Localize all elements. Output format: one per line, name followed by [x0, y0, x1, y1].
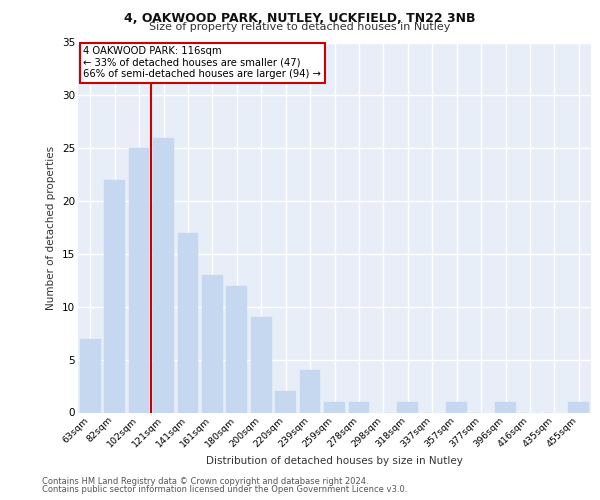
Bar — [80, 338, 101, 412]
Bar — [178, 233, 199, 412]
Bar — [251, 318, 272, 412]
Text: Contains HM Land Registry data © Crown copyright and database right 2024.: Contains HM Land Registry data © Crown c… — [42, 477, 368, 486]
Bar — [324, 402, 345, 412]
Bar — [299, 370, 320, 412]
Text: 4, OAKWOOD PARK, NUTLEY, UCKFIELD, TN22 3NB: 4, OAKWOOD PARK, NUTLEY, UCKFIELD, TN22 … — [124, 12, 476, 26]
Bar — [202, 275, 223, 412]
Text: Contains public sector information licensed under the Open Government Licence v3: Contains public sector information licen… — [42, 485, 407, 494]
Bar — [153, 138, 174, 412]
Text: 4 OAKWOOD PARK: 116sqm
← 33% of detached houses are smaller (47)
66% of semi-det: 4 OAKWOOD PARK: 116sqm ← 33% of detached… — [83, 46, 321, 80]
Y-axis label: Number of detached properties: Number of detached properties — [46, 146, 56, 310]
Bar — [275, 392, 296, 412]
Bar — [128, 148, 149, 412]
Bar — [568, 402, 589, 412]
Text: Size of property relative to detached houses in Nutley: Size of property relative to detached ho… — [149, 22, 451, 32]
Bar — [495, 402, 516, 412]
Bar — [446, 402, 467, 412]
Bar — [226, 286, 247, 412]
X-axis label: Distribution of detached houses by size in Nutley: Distribution of detached houses by size … — [206, 456, 463, 466]
Bar — [397, 402, 418, 412]
Bar — [104, 180, 125, 412]
Bar — [349, 402, 370, 412]
